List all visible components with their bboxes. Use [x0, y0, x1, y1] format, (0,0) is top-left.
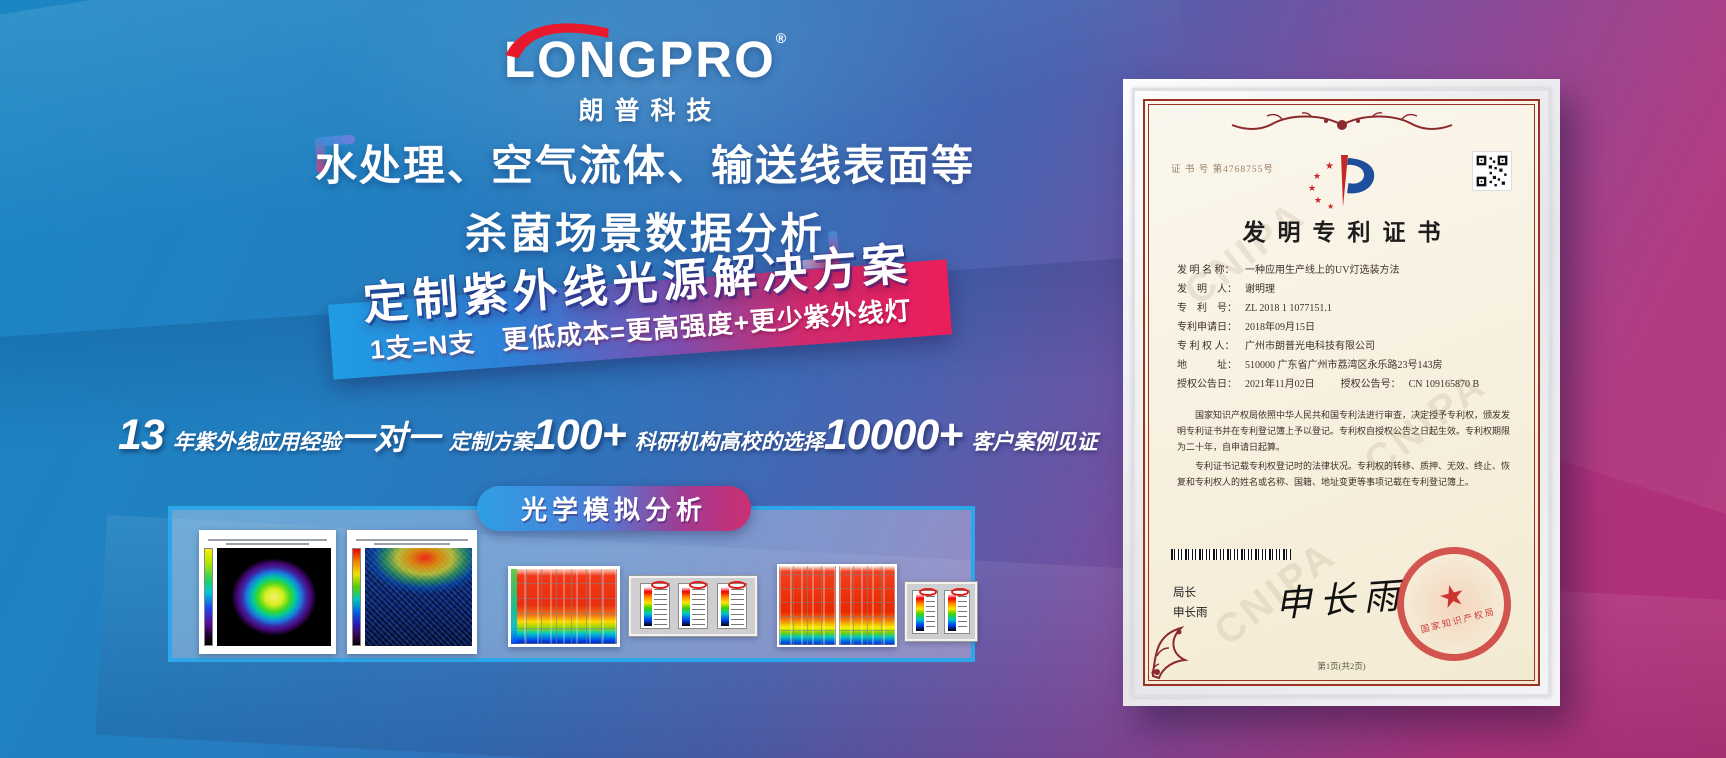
simulation-image-3: [508, 566, 620, 647]
legal-paragraph-1: 国家知识产权局依照中华人民共和国专利法进行审查，决定授予专利权，颁发发明专利证书…: [1177, 410, 1511, 453]
headline-line2: 杀菌场景数据分析: [464, 210, 825, 257]
field-application-date: 专利申请日： 2018年09月15日: [1177, 322, 1315, 333]
certificate-fields: 发 明 名 称： 一种应用生产线上的UV灯选装方法 发 明 人： 谢明理 专 利…: [1177, 261, 1512, 394]
simulation-image-1: [199, 530, 336, 654]
headline: 水处理、空气流体、输送线表面等 杀菌场景数据分析: [0, 132, 1290, 261]
solution-banner: 定制紫外线光源解决方案 1支=N支 更低成本=更高强度+更少紫外线灯: [328, 238, 952, 380]
ornament-icon: [1231, 112, 1452, 130]
svg-text:★: ★: [1308, 183, 1316, 193]
certificate-number: 证 书 号 第4768755号: [1171, 165, 1274, 175]
brand-name: LONGPRO: [503, 31, 776, 88]
official-seal-icon: ★ 国家知识产权局: [1384, 534, 1524, 674]
irradiance-blob: [229, 556, 319, 638]
svg-text:★: ★: [1327, 202, 1334, 211]
colorbar-thumbnail: [639, 581, 670, 629]
field-invention-name: 发 明 名 称： 一种应用生产线上的UV灯选装方法: [1177, 265, 1400, 276]
stat-value: 100+: [532, 411, 627, 459]
optical-simulation-badge: 光学模拟分析: [477, 486, 751, 531]
stat-label: 科研机构高校的选择: [634, 431, 824, 454]
field-patent-number: 专 利 号： ZL 2018 1 1077151.1: [1177, 303, 1332, 314]
colorbar-thumbnail: [678, 581, 708, 629]
barcode-icon: [1171, 549, 1291, 560]
colorbar-thumbnail: [912, 587, 939, 634]
background-glow: [340, 0, 980, 240]
irradiance-noise: [365, 548, 472, 646]
stat-experience: 13 年紫外线应用经验: [118, 414, 341, 457]
colorbar-thumbnail: [943, 587, 970, 634]
director-name: 申长雨: [1173, 607, 1208, 619]
simulation-image-4: [628, 575, 758, 637]
colorbar: [204, 548, 213, 646]
simulation-image-6: [904, 581, 978, 642]
field-address: 地 址： 510000 广东省广州市荔湾区永乐路23号143房: [1177, 360, 1443, 371]
cnipa-logo-icon: ★ ★ ★ ★ ★: [1308, 155, 1374, 211]
colorbar: [352, 548, 361, 646]
colorbar-thumbnail: [716, 581, 747, 629]
stat-label: 客户案例见证: [971, 431, 1098, 454]
director-signature: 申长雨: [1273, 575, 1409, 626]
legal-paragraph-2: 专利证书记载专利权登记时的法律状况。专利权的转移、质押、无效、终止、恢复和专利权…: [1177, 460, 1511, 487]
simulation-panel: [168, 506, 978, 662]
brand-logo: LONGPRO® 朗普科技: [0, 23, 1290, 127]
certificate-legal-text: 国家知识产权局依照中华人民共和国专利法进行审查，决定授予专利权，颁发发明专利证书…: [1177, 407, 1510, 492]
registered-mark-icon: ®: [775, 30, 787, 46]
stat-value: 13: [118, 411, 165, 459]
stats-row: 13 年紫外线应用经验 一对一 定制方案 100+ 科研机构高校的选择 1000…: [118, 414, 1097, 457]
stat-customers: 10000+ 客户案例见证: [824, 414, 1098, 457]
qr-code-icon: [1472, 151, 1512, 191]
stat-label: 年紫外线应用经验: [172, 431, 341, 454]
certificate-title: 发明专利证书: [1242, 220, 1453, 245]
field-patentee: 专 利 权 人： 广州市朗普光电科技有限公司: [1177, 341, 1375, 352]
headline-line1: 水处理、空气流体、输送线表面等: [314, 142, 975, 189]
certificate-page-footer: 第1页(共2页): [1317, 661, 1366, 671]
stat-value: 一对一: [340, 419, 440, 456]
ornament-corner-icon: [1151, 626, 1189, 680]
field-inventor: 发 明 人： 谢明理: [1177, 284, 1275, 295]
svg-text:★: ★: [1325, 161, 1334, 172]
stat-institutions: 100+ 科研机构高校的选择: [533, 414, 824, 457]
field-grant-info: 授权公告日： 2021年11月02日 授权公告号： CN 109165870 B: [1177, 379, 1480, 390]
svg-text:★: ★: [1313, 171, 1321, 181]
logo-swoosh-icon: [505, 23, 609, 59]
simulation-image-5: [777, 564, 897, 647]
director-label: 局长: [1173, 587, 1196, 599]
stat-value: 10000+: [823, 411, 964, 459]
stat-one-on-one: 一对一 定制方案: [341, 421, 533, 456]
patent-certificate: CNIPA CNIPA CNIPA 证 书 号 第4768755号 ★ ★ ★ …: [1143, 99, 1540, 686]
stat-label: 定制方案: [448, 431, 533, 454]
simulation-image-2: [347, 530, 477, 654]
brand-name-cn: 朗普科技: [578, 97, 723, 125]
svg-text:★: ★: [1314, 195, 1322, 205]
solution-banner-strip: 定制紫外线光源解决方案 1支=N支 更低成本=更高强度+更少紫外线灯: [328, 238, 952, 380]
patent-certificate-frame: CNIPA CNIPA CNIPA 证 书 号 第4768755号 ★ ★ ★ …: [1123, 79, 1560, 706]
director-block: 局长 申长雨: [1173, 583, 1208, 623]
